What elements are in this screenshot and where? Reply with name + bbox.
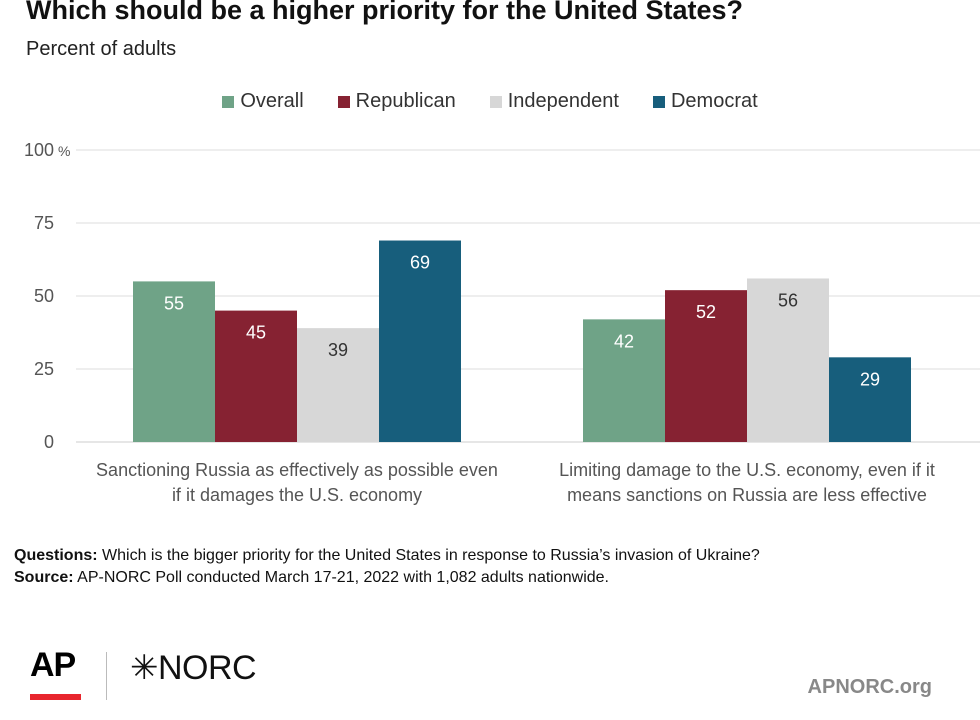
legend-swatch <box>337 95 350 108</box>
legend-item-republican: Republican <box>337 90 456 113</box>
legend-swatch <box>489 95 502 108</box>
chart-notes: Questions: Which is the bigger priority … <box>14 545 760 589</box>
category-label: if it damages the U.S. economy <box>172 485 422 505</box>
data-label: 42 <box>614 331 634 351</box>
bar-republican <box>215 310 297 442</box>
bar-chart: 0 25 50 75 100 % 55 45 39 69 Sanctioning Russia as… <box>24 140 980 505</box>
data-label: 52 <box>696 302 716 322</box>
legend-swatch <box>652 95 665 108</box>
bar-democrat <box>829 357 911 442</box>
legend-swatch <box>222 95 235 108</box>
norc-logo: ✳NORC <box>130 649 257 687</box>
legend-label: Democrat <box>670 90 758 112</box>
legend: Overall Republican Independent Democrat <box>0 90 980 113</box>
chart-subtitle: Percent of adults <box>26 38 177 60</box>
source-text: AP-NORC Poll conducted March 17-21, 2022… <box>77 569 609 586</box>
site-link[interactable]: APNORC.org <box>807 676 932 698</box>
source-label: Source: <box>14 569 74 586</box>
y-tick-label: 75 <box>34 213 54 233</box>
data-label: 56 <box>778 290 798 310</box>
logo-divider <box>106 652 107 700</box>
bar-republican <box>665 290 747 442</box>
data-label: 39 <box>328 340 348 360</box>
bar-overall <box>583 319 665 442</box>
questions-text: Which is the bigger priority for the Uni… <box>102 547 760 564</box>
category-label: means sanctions on Russia are less effec… <box>567 485 927 505</box>
y-tick-label: 25 <box>34 359 54 379</box>
data-label: 45 <box>246 323 266 343</box>
bar-independent <box>747 278 829 442</box>
y-tick-label: 100 <box>24 140 54 160</box>
legend-label: Republican <box>355 90 456 112</box>
questions-note: Questions: Which is the bigger priority … <box>14 545 760 567</box>
legend-item-democrat: Democrat <box>652 90 758 113</box>
y-unit-label: % <box>58 143 70 159</box>
footer-logos: AP ✳NORC APNORC.org <box>0 640 980 720</box>
ap-logo: AP <box>30 646 76 684</box>
data-label: 55 <box>164 293 184 313</box>
bar-independent <box>297 328 379 442</box>
legend-label: Overall <box>240 90 304 112</box>
y-tick-label: 0 <box>44 432 54 452</box>
chart-title: Which should be a higher priority for th… <box>26 0 744 25</box>
legend-label: Independent <box>507 90 619 112</box>
data-label: 69 <box>410 253 430 273</box>
bar-democrat <box>379 240 461 442</box>
source-note: Source: AP-NORC Poll conducted March 17-… <box>14 567 760 589</box>
legend-item-overall: Overall <box>222 90 304 113</box>
bar-overall <box>133 281 215 442</box>
y-tick-label: 50 <box>34 286 54 306</box>
category-label: Sanctioning Russia as effectively as pos… <box>96 460 498 480</box>
ap-logo-underline <box>30 694 81 700</box>
category-label: Limiting damage to the U.S. economy, eve… <box>559 460 935 480</box>
legend-item-independent: Independent <box>489 90 619 113</box>
questions-label: Questions: <box>14 547 98 564</box>
data-label: 29 <box>860 369 880 389</box>
